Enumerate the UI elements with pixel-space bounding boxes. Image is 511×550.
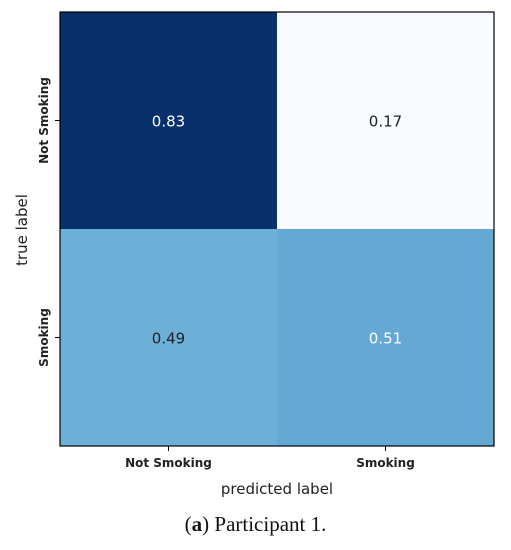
- x-tick-label-1: Smoking: [356, 456, 415, 470]
- caption-text: ) Participant 1.: [202, 512, 327, 536]
- y-tick-label-1: Smoking: [37, 308, 51, 367]
- heatmap-cell-labels: 0.83 0.17 0.49 0.51: [152, 113, 402, 348]
- heatmap-cell-1-1: [277, 229, 494, 446]
- y-axis-label: true label: [13, 194, 31, 266]
- heatmap-cell-1-0: [60, 229, 277, 446]
- caption-paren-open: (: [184, 512, 192, 536]
- x-axis-label: predicted label: [221, 480, 333, 498]
- plot-frame: [59, 11, 495, 447]
- y-ticks: Not Smoking Smoking: [37, 77, 60, 367]
- confusion-matrix-chart: 0.83 0.17 0.49 0.51 Not Smoking Smoking Not …: [13, 11, 495, 498]
- figure-caption: (a) Participant 1.: [0, 512, 511, 537]
- cell-value-1-0: 0.49: [152, 330, 185, 348]
- heatmap-cell-0-0: [60, 12, 277, 229]
- heatmap-cell-0-1: [277, 12, 494, 229]
- cell-value-1-1: 0.51: [369, 330, 402, 348]
- x-tick-label-0: Not Smoking: [125, 456, 212, 470]
- caption-label: a: [191, 512, 203, 536]
- heatmap-cells: [60, 12, 494, 446]
- x-ticks: Not Smoking Smoking: [125, 446, 415, 470]
- cell-value-0-0: 0.83: [152, 113, 185, 131]
- cell-value-0-1: 0.17: [369, 113, 402, 131]
- y-tick-label-0: Not Smoking: [37, 77, 51, 164]
